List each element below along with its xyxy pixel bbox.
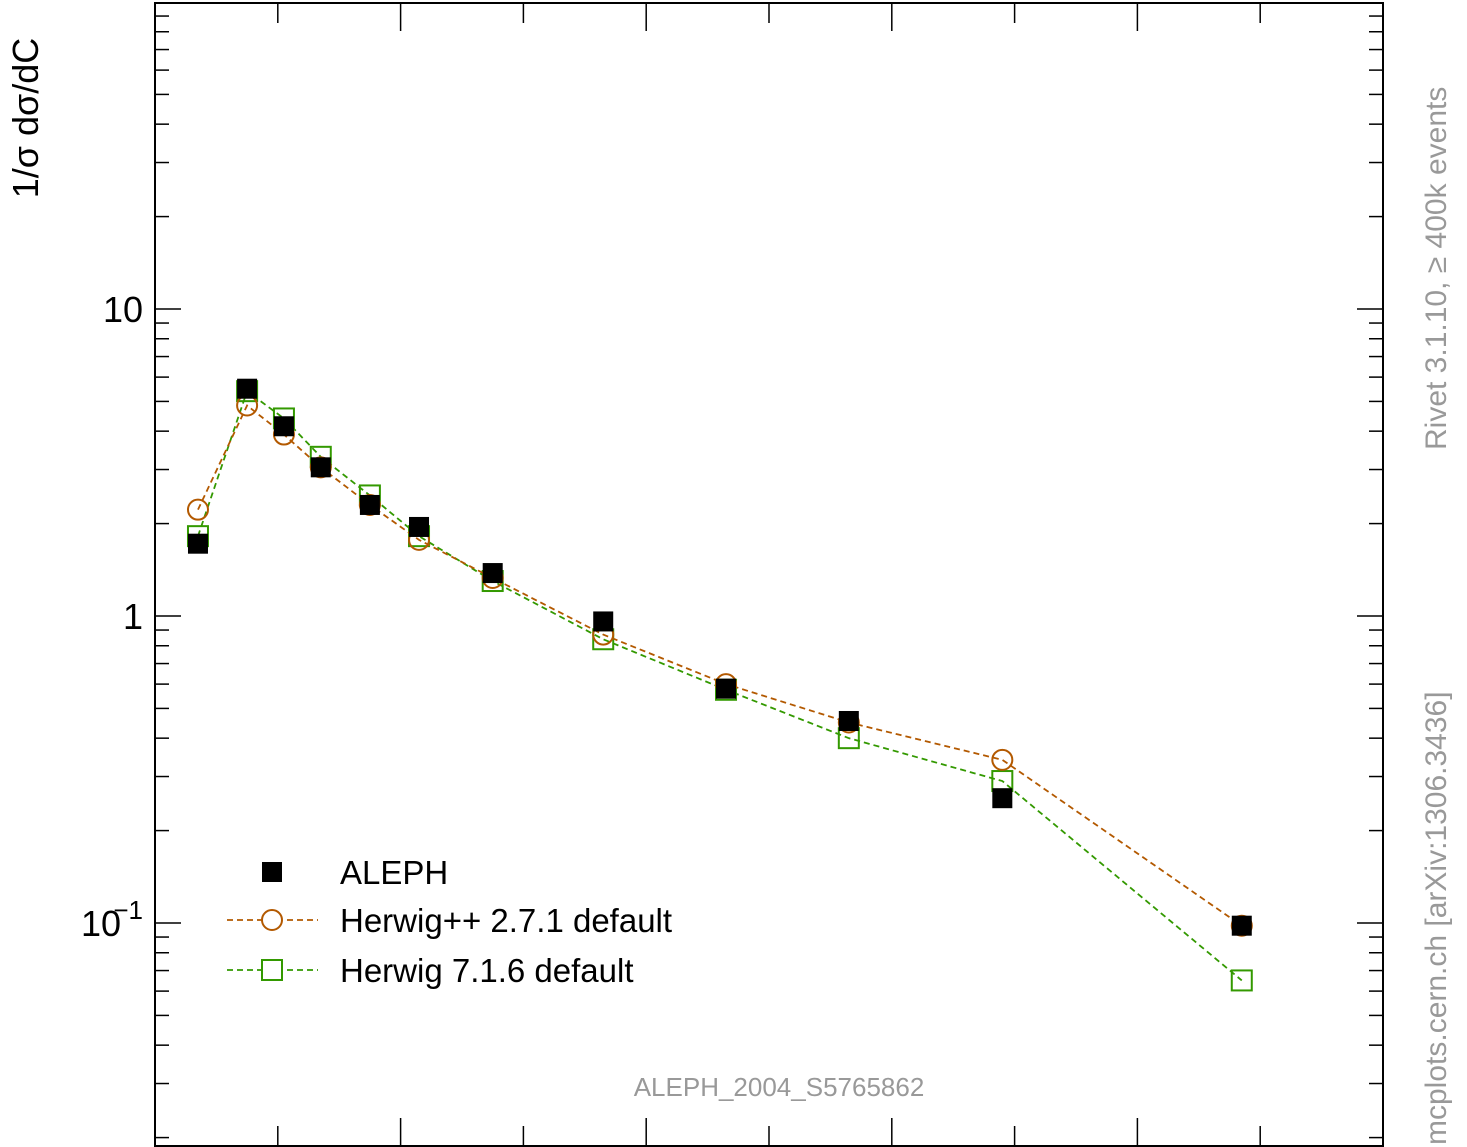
data-point: [1231, 915, 1252, 936]
y-axis-label: 1/σ dσ/dC: [5, 38, 46, 199]
data-point: [992, 788, 1013, 809]
legend-label: ALEPH: [340, 854, 448, 891]
legend: ALEPH Herwig++ 2.7.1 default Herwig 7.1.6 …: [227, 854, 672, 989]
data-point: [359, 494, 380, 515]
legend-marker: [262, 862, 282, 882]
data-point: [186, 498, 209, 521]
series-layer: [186, 378, 1253, 992]
legend-gap: [262, 958, 284, 982]
data-point: [482, 563, 503, 584]
analysis-id-label: ALEPH_2004_S5765862: [634, 1072, 925, 1102]
legend-entry: Herwig 7.1.6 default: [227, 952, 634, 989]
legend-marker: [261, 959, 283, 981]
data-point: [310, 457, 331, 478]
source-label: mcplots.cern.ch [arXiv:1306.3436]: [1420, 691, 1453, 1145]
y-tick-exponent: −1: [113, 895, 143, 925]
data-point: [409, 516, 430, 537]
legend-entry: ALEPH: [262, 854, 448, 891]
legend-label: Herwig++ 2.7.1 default: [340, 902, 672, 939]
y-tick-label: 10: [81, 903, 121, 944]
data-point: [838, 710, 859, 731]
legend-gap: [262, 908, 284, 932]
y-tick-label: 1: [123, 596, 143, 637]
data-point: [187, 533, 208, 554]
data-point: [991, 748, 1014, 771]
rivet-version-label: Rivet 3.1.10, ≥ 400k events: [1420, 86, 1453, 450]
legend-label: Herwig 7.1.6 default: [340, 952, 634, 989]
data-point: [237, 378, 258, 399]
legend-entry: Herwig++ 2.7.1 default: [227, 902, 672, 939]
series-1: [187, 378, 1252, 936]
data-point: [716, 678, 737, 699]
data-point: [1230, 969, 1253, 992]
data-point: [593, 611, 614, 632]
legend-marker: [261, 909, 283, 931]
data-point: [273, 416, 294, 437]
data-point: [592, 628, 615, 651]
y-tick-label: 10: [103, 289, 143, 330]
